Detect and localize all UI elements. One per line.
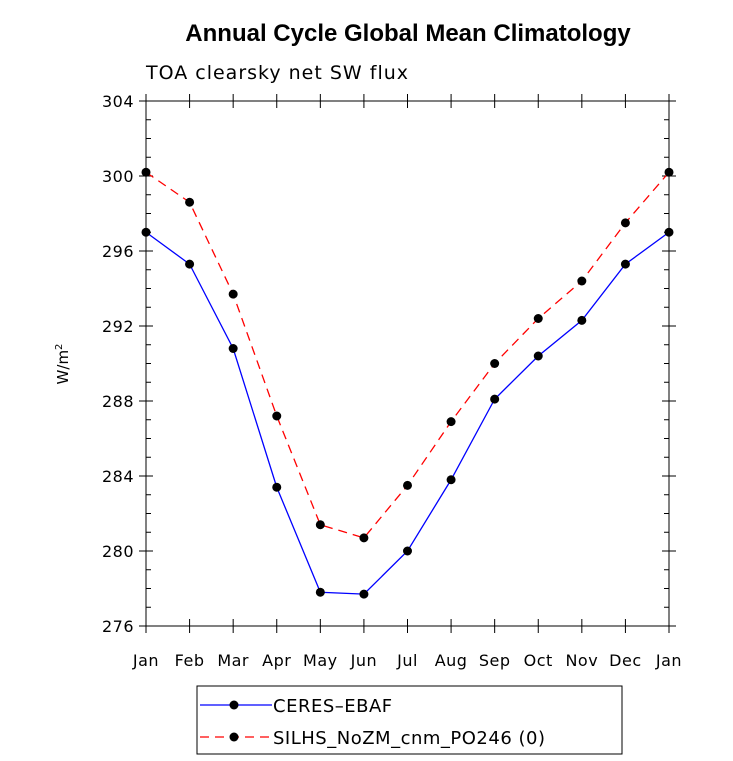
x-tick-label: Oct: [524, 651, 553, 670]
legend-label: SILHS_NoZM_cnm_PO246 (0): [273, 728, 546, 749]
y-tick-label: 284: [102, 467, 134, 486]
axes: 276 280 284 288 292 296 300 304 Jan Feb Mar Apr May J…: [102, 92, 682, 670]
legend-marker: [229, 732, 239, 742]
y-tick-label: 288: [102, 392, 134, 411]
x-tick-label: Jun: [350, 651, 378, 670]
data-point: [490, 394, 500, 404]
x-tick-label: Mar: [217, 651, 249, 670]
chart-title: Annual Cycle Global Mean Climatology: [185, 20, 631, 47]
data-point: [359, 589, 369, 599]
legend-label: CERES–EBAF: [273, 696, 393, 717]
data-point: [446, 417, 456, 427]
data-point: [664, 167, 674, 177]
y-axis-label-text: W/m: [54, 350, 72, 385]
y-tick-label: 280: [102, 542, 134, 561]
legend-entries: CERES–EBAF SILHS_NoZM_cnm_PO246 (0): [200, 696, 546, 749]
series-0: [141, 227, 674, 599]
data-point: [185, 259, 195, 269]
y-tick-label: 296: [102, 242, 134, 261]
data-point: [664, 227, 674, 237]
data-point: [533, 351, 543, 361]
y-tick-label: 300: [102, 167, 134, 186]
data-point: [272, 411, 282, 421]
x-tick-label: Sep: [479, 651, 511, 670]
y-axis-label-superscript: 2: [54, 344, 65, 350]
data-point: [577, 315, 587, 325]
y-axis-label: W/m2: [54, 344, 72, 385]
data-point: [359, 533, 369, 543]
data-point: [272, 482, 282, 492]
series-line: [145, 231, 670, 595]
data-point: [533, 314, 543, 323]
data-point: [620, 218, 630, 228]
x-tick-label: Jan: [132, 651, 159, 670]
x-tick-label: Jul: [396, 651, 418, 670]
data-point: [141, 167, 151, 177]
x-tick-label: Jan: [655, 651, 682, 670]
y-tick-label: 292: [102, 317, 134, 336]
data-point: [141, 227, 151, 237]
data-point: [446, 475, 456, 485]
data-point: [315, 587, 325, 597]
data-point: [228, 289, 238, 299]
y-tick-label: 276: [102, 617, 134, 636]
data-point: [228, 344, 238, 353]
data-point: [577, 276, 587, 286]
x-tick-label: May: [303, 651, 338, 670]
series-1: [141, 167, 674, 543]
chart-subtitle: TOA clearsky net SW flux: [145, 62, 409, 84]
legend-marker: [229, 700, 239, 710]
x-tick-label: Nov: [565, 651, 598, 670]
x-tick-label: Dec: [609, 651, 641, 670]
legend: CERES–EBAF SILHS_NoZM_cnm_PO246 (0): [196, 685, 623, 755]
data-point: [403, 546, 412, 556]
data-point: [185, 197, 195, 207]
x-tick-label: Apr: [262, 651, 291, 670]
data-point: [490, 359, 500, 368]
legend-box: [196, 685, 623, 755]
series-layer: [141, 167, 674, 599]
x-tick-label: Feb: [175, 651, 205, 670]
data-point: [620, 259, 630, 269]
data-point: [403, 480, 412, 490]
data-point: [315, 520, 325, 530]
y-tick-label: 304: [102, 92, 134, 111]
x-tick-label: Aug: [435, 651, 468, 670]
